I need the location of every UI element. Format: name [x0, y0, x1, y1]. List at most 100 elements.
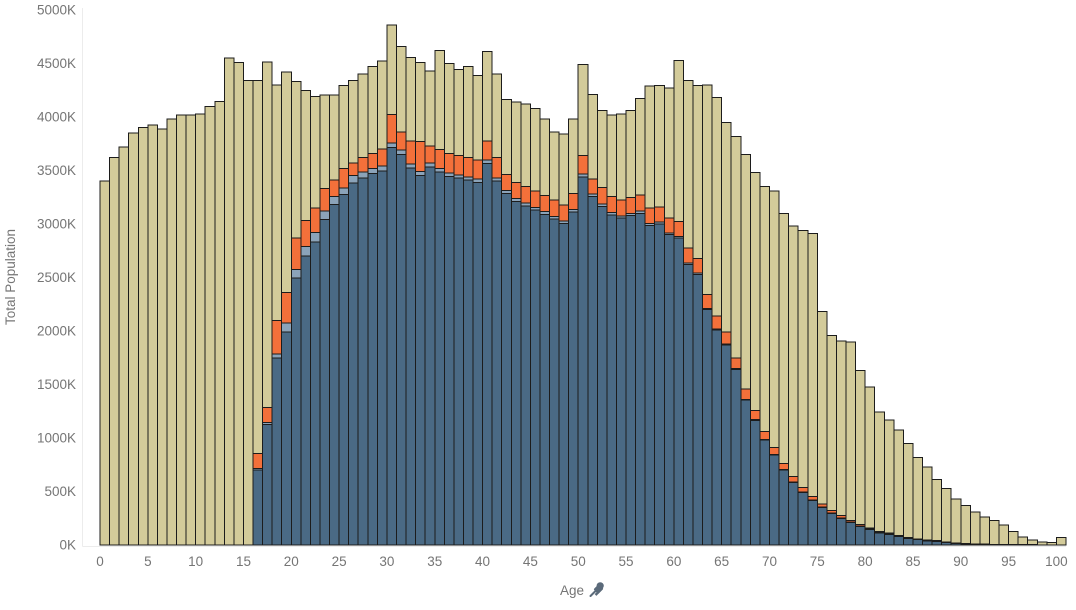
- bar-age-92[interactable]: [979, 516, 990, 546]
- bar-age-9[interactable]: [185, 114, 197, 546]
- bar-age-69[interactable]: [759, 186, 771, 546]
- bar-age-17[interactable]: [262, 61, 273, 546]
- bar-age-64[interactable]: [711, 97, 723, 546]
- bar-age-2[interactable]: [118, 146, 130, 546]
- bar-age-80[interactable]: [864, 386, 876, 546]
- bar-age-21[interactable]: [300, 89, 311, 546]
- bar-age-11[interactable]: [204, 105, 216, 546]
- bar-age-28[interactable]: [367, 66, 378, 546]
- bar-age-72[interactable]: [788, 225, 799, 546]
- bar-age-84[interactable]: [902, 442, 914, 546]
- bar-age-79[interactable]: [855, 370, 866, 546]
- bar-age-7[interactable]: [166, 118, 178, 546]
- bar-age-39[interactable]: [472, 74, 484, 546]
- bar-age-81[interactable]: [874, 411, 885, 546]
- bar-age-14[interactable]: [233, 61, 244, 546]
- bar-age-49[interactable]: [568, 118, 579, 546]
- bar-age-23[interactable]: [319, 94, 331, 546]
- bar-age-3[interactable]: [128, 132, 139, 546]
- bar-age-43[interactable]: [510, 101, 522, 546]
- bar-age-60[interactable]: [673, 59, 684, 546]
- bar-age-91[interactable]: [969, 511, 981, 546]
- bar-age-46[interactable]: [539, 118, 551, 546]
- bar-age-8[interactable]: [176, 114, 187, 546]
- bar-age-88[interactable]: [941, 487, 952, 546]
- bar-age-83[interactable]: [893, 429, 904, 546]
- bar-age-71[interactable]: [778, 212, 790, 546]
- bar-age-82[interactable]: [883, 419, 895, 546]
- bar-age-65[interactable]: [721, 121, 732, 546]
- bar-age-97[interactable]: [1027, 539, 1038, 546]
- bar-age-12[interactable]: [214, 100, 225, 546]
- bar-age-54[interactable]: [615, 113, 627, 546]
- bar-age-99[interactable]: [1046, 541, 1057, 546]
- bar-age-67[interactable]: [740, 153, 751, 546]
- bar-age-41[interactable]: [491, 73, 503, 546]
- bar-age-68[interactable]: [749, 172, 761, 546]
- bar-age-78[interactable]: [845, 341, 857, 546]
- bar-age-76[interactable]: [826, 334, 837, 546]
- bar-age-90[interactable]: [960, 504, 971, 546]
- bar-age-40[interactable]: [482, 51, 493, 546]
- bar-age-0[interactable]: [99, 180, 111, 546]
- bar-age-15[interactable]: [242, 80, 254, 546]
- pin-icon[interactable]: [589, 582, 604, 597]
- bar-age-30[interactable]: [386, 24, 397, 546]
- bar-age-5[interactable]: [147, 124, 158, 546]
- bar-age-75[interactable]: [816, 311, 828, 546]
- bar-age-47[interactable]: [549, 131, 560, 546]
- bar-age-37[interactable]: [453, 68, 464, 546]
- bar-age-33[interactable]: [415, 61, 426, 546]
- bar-age-32[interactable]: [405, 57, 417, 546]
- bar-age-87[interactable]: [931, 479, 943, 546]
- bar-age-50[interactable]: [577, 64, 589, 546]
- bar-age-51[interactable]: [587, 94, 598, 546]
- bar-age-36[interactable]: [443, 63, 455, 546]
- bar-age-58[interactable]: [654, 84, 665, 546]
- bar-age-48[interactable]: [558, 133, 570, 546]
- bar-age-96[interactable]: [1017, 536, 1029, 546]
- bar-age-95[interactable]: [1008, 531, 1019, 546]
- bar-age-57[interactable]: [644, 85, 656, 546]
- bar-age-10[interactable]: [195, 113, 206, 546]
- bar-age-89[interactable]: [950, 498, 962, 546]
- bar-age-74[interactable]: [807, 233, 818, 546]
- bar-age-24[interactable]: [329, 94, 340, 546]
- bar-age-73[interactable]: [797, 229, 809, 546]
- bar-age-25[interactable]: [338, 84, 350, 546]
- bar-age-55[interactable]: [625, 110, 637, 546]
- bar-age-4[interactable]: [137, 127, 149, 546]
- bar-age-59[interactable]: [663, 87, 675, 546]
- bar-age-56[interactable]: [635, 97, 646, 546]
- bar-age-100[interactable]: [1055, 537, 1067, 546]
- bar-age-22[interactable]: [309, 96, 321, 546]
- bar-age-31[interactable]: [395, 45, 407, 546]
- bar-age-77[interactable]: [835, 340, 847, 546]
- bar-age-16[interactable]: [252, 80, 264, 546]
- bar-age-13[interactable]: [223, 57, 235, 546]
- bar-age-61[interactable]: [682, 80, 694, 546]
- bar-age-18[interactable]: [271, 84, 283, 546]
- bar-age-85[interactable]: [912, 456, 924, 546]
- bar-age-62[interactable]: [692, 84, 704, 546]
- bar-age-98[interactable]: [1036, 541, 1048, 546]
- bar-age-52[interactable]: [596, 110, 608, 546]
- bar-age-42[interactable]: [501, 98, 512, 546]
- bar-age-38[interactable]: [462, 66, 474, 546]
- bar-age-19[interactable]: [281, 71, 292, 546]
- bar-age-86[interactable]: [922, 466, 933, 546]
- bar-age-53[interactable]: [606, 114, 617, 546]
- bar-age-93[interactable]: [988, 519, 1000, 546]
- bar-age-44[interactable]: [520, 103, 531, 546]
- bar-age-6[interactable]: [156, 128, 168, 546]
- bar-age-20[interactable]: [290, 81, 302, 546]
- bar-age-26[interactable]: [348, 80, 359, 546]
- bar-age-94[interactable]: [998, 524, 1010, 546]
- bar-age-27[interactable]: [357, 73, 369, 546]
- bar-age-70[interactable]: [769, 190, 780, 546]
- bar-age-66[interactable]: [730, 135, 742, 546]
- bar-age-1[interactable]: [109, 157, 120, 546]
- bar-age-35[interactable]: [434, 50, 445, 546]
- bar-age-63[interactable]: [702, 84, 713, 546]
- bar-age-45[interactable]: [529, 107, 541, 546]
